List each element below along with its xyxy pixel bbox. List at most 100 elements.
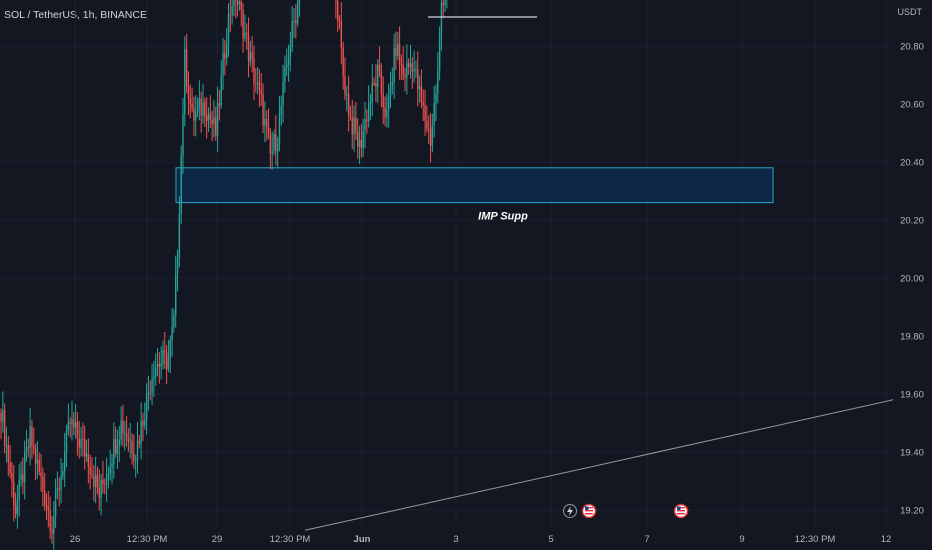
- candle-body: [437, 70, 439, 94]
- candle-body: [49, 510, 51, 531]
- candle-body: [409, 63, 412, 67]
- candle: [178, 196, 181, 268]
- candle-body: [5, 445, 8, 447]
- candle: [402, 46, 404, 81]
- price-tick-label: 19.20: [900, 506, 924, 517]
- time-tick-label: Jun: [354, 534, 371, 545]
- candle-body: [67, 422, 70, 431]
- candle-body: [149, 392, 151, 394]
- candle-body: [233, 0, 235, 7]
- candle: [53, 501, 55, 550]
- candle: [204, 97, 206, 128]
- support-zone-rect: [175, 167, 774, 204]
- event-markers[interactable]: [563, 503, 689, 519]
- candle: [153, 361, 155, 397]
- candle: [165, 345, 168, 385]
- time-tick-label: 7: [644, 534, 649, 545]
- candle-body: [220, 75, 222, 106]
- candle: [244, 14, 246, 42]
- candle: [222, 38, 224, 90]
- candle-body: [273, 134, 275, 151]
- candle: [377, 59, 379, 104]
- candle: [213, 99, 215, 138]
- candle: [65, 424, 68, 468]
- candle: [13, 464, 15, 522]
- candle: [205, 97, 208, 139]
- candle: [193, 96, 195, 137]
- candle-body: [25, 447, 28, 452]
- candle-body: [98, 487, 100, 498]
- candle-body: [282, 82, 284, 106]
- lightning-bolt-icon: [567, 506, 573, 516]
- candle: [364, 102, 366, 149]
- candle-body: [357, 132, 359, 147]
- candle: [196, 97, 199, 118]
- candle-body: [428, 128, 430, 130]
- candle-body: [195, 112, 197, 121]
- candle: [420, 69, 423, 108]
- candle-body: [380, 71, 383, 95]
- candle-body: [242, 9, 244, 39]
- candle-body: [373, 82, 375, 84]
- grid-lines: [0, 0, 893, 527]
- candle: [424, 89, 426, 136]
- candle-body: [107, 473, 110, 477]
- candle: [138, 435, 141, 449]
- time-axis[interactable]: 26 12:30 PM 29 12:30 PM Jun 3 5 7 9 12:30 PM 12: [70, 534, 892, 545]
- time-tick-label: 26: [70, 534, 81, 545]
- candle-body: [251, 52, 253, 60]
- candle: [367, 85, 370, 128]
- candle: [371, 64, 373, 117]
- candle-body: [415, 69, 417, 71]
- candle-body: [111, 464, 113, 468]
- candle: [211, 110, 213, 142]
- candle: [276, 136, 279, 169]
- candle-body: [229, 14, 232, 16]
- candle-body: [140, 420, 142, 444]
- candle-body: [160, 363, 162, 367]
- candle: [255, 68, 257, 93]
- candle: [340, 2, 343, 65]
- candle: [102, 460, 104, 494]
- candle-body: [173, 314, 175, 327]
- candle: [85, 439, 88, 463]
- candle: [124, 420, 126, 451]
- candle: [269, 128, 272, 170]
- price-tick-label: 20.60: [900, 100, 924, 111]
- candle: [169, 335, 171, 374]
- candle: [147, 375, 150, 411]
- time-tick-label: 3: [453, 534, 458, 545]
- candle: [158, 352, 161, 384]
- candle-body: [249, 52, 252, 62]
- candle-body: [189, 98, 191, 105]
- candle-body: [196, 106, 199, 113]
- candle: [437, 52, 439, 104]
- candle-body: [426, 120, 428, 129]
- candle-body: [96, 474, 99, 488]
- price-axis[interactable]: 22.4022.2022.0021.8021.2021.0020.8020.60…: [894, 0, 930, 517]
- candle: [282, 64, 284, 123]
- candle: [289, 31, 292, 72]
- candle-body: [346, 93, 348, 96]
- candle-body: [351, 116, 353, 135]
- candle-body: [440, 2, 443, 34]
- candle: [357, 118, 359, 159]
- candle: [18, 464, 20, 517]
- candle-body: [36, 459, 39, 464]
- candle: [91, 457, 93, 479]
- candle: [58, 477, 60, 507]
- candle: [82, 422, 84, 457]
- candle: [45, 493, 48, 521]
- candle: [415, 60, 417, 78]
- candle: [287, 44, 290, 82]
- candle-body: [335, 0, 337, 2]
- candle: [78, 420, 80, 459]
- candle: [67, 403, 70, 436]
- candle-body: [122, 420, 124, 434]
- candle: [366, 109, 368, 134]
- candle: [133, 434, 135, 469]
- candle: [105, 457, 108, 502]
- candle-body: [235, 0, 237, 2]
- candle-body: [43, 490, 46, 506]
